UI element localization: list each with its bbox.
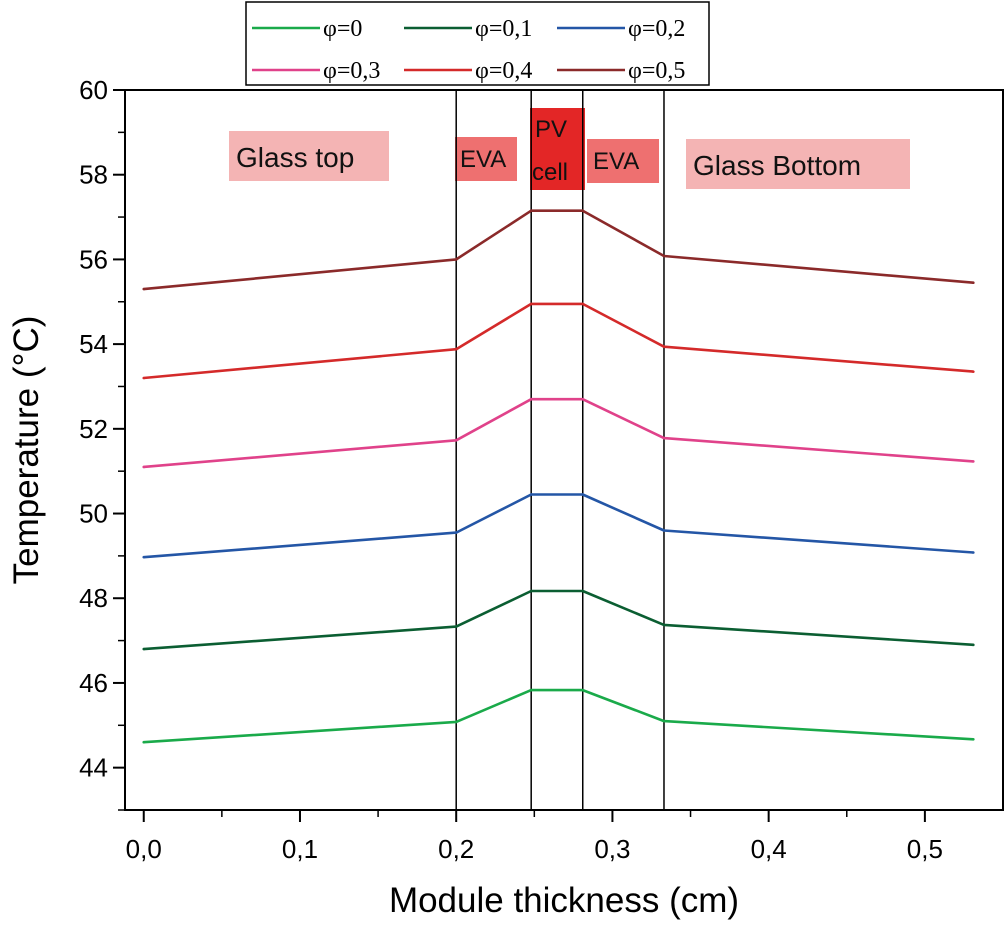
y-axis: 44 46 48 50 52 54 56 58 60 <box>79 75 125 811</box>
data-point-4-0 <box>142 376 146 380</box>
y-axis-title: Temperature (°C) <box>7 316 46 585</box>
legend-label-5: φ=0,5 <box>628 58 685 84</box>
data-point-3-0 <box>142 465 146 469</box>
legend-label-1: φ=0,1 <box>475 16 532 42</box>
data-point-5-2 <box>529 209 533 213</box>
data-point-5-1 <box>454 258 458 261</box>
series-line-5 <box>143 209 974 291</box>
plot-area-frame <box>124 89 1004 811</box>
data-point-0-5 <box>972 737 975 741</box>
data-point-2-3 <box>581 493 585 496</box>
legend-label-2: φ=0,2 <box>628 16 685 42</box>
series-line-4 <box>143 302 974 380</box>
y-tick-label-8: 60 <box>79 75 108 105</box>
data-point-2-2 <box>529 493 533 496</box>
data-point-0-1 <box>454 720 458 724</box>
data-point-1-2 <box>529 589 533 593</box>
data-point-5-4 <box>662 254 666 258</box>
y-tick-label-3: 50 <box>79 499 108 529</box>
y-tick-label-0: 44 <box>79 753 108 783</box>
y-tick-label-4: 52 <box>79 414 108 444</box>
x-tick-label-0: 0,0 <box>126 834 162 864</box>
data-point-3-1 <box>454 438 458 442</box>
data-point-1-1 <box>454 625 458 628</box>
region-label-glass-top: Glass top <box>236 142 354 173</box>
series-line-3 <box>143 397 974 469</box>
legend: φ=0 φ=0,1 φ=0,2 φ=0,3 φ=0,4 φ=0,5 <box>245 1 710 86</box>
legend-label-4: φ=0,4 <box>475 58 532 84</box>
data-point-4-1 <box>454 347 458 351</box>
data-point-0-2 <box>529 688 533 692</box>
y-tick-label-2: 48 <box>79 583 108 613</box>
region-label-pv: PV <box>535 116 567 143</box>
region-bg-eva-left <box>455 137 517 181</box>
data-point-1-0 <box>142 647 146 651</box>
x-tick-label-1: 0,1 <box>282 834 318 864</box>
region-bg-glass-top <box>229 131 389 181</box>
series-line-2 <box>143 493 974 559</box>
x-tick-label-2: 0,2 <box>438 834 474 864</box>
series-line-0 <box>143 688 974 744</box>
data-point-3-3 <box>581 397 585 401</box>
data-point-4-3 <box>581 302 585 306</box>
data-point-3-2 <box>529 397 533 401</box>
data-point-4-2 <box>529 302 533 306</box>
data-point-4-5 <box>972 370 975 373</box>
y-tick-label-1: 46 <box>79 668 108 698</box>
region-labels: Glass top EVA PV cell EVA Glass Bottom <box>229 108 910 190</box>
x-tick-label-5: 0,5 <box>907 834 943 864</box>
region-bg-eva-right <box>587 139 659 183</box>
data-point-1-4 <box>662 623 666 627</box>
x-axis: 0,0 0,1 0,2 0,3 0,4 0,5 <box>126 810 943 864</box>
data-point-4-4 <box>662 345 666 348</box>
region-label-eva-left: EVA <box>460 146 506 173</box>
series-lines <box>142 209 975 744</box>
data-point-2-0 <box>142 555 146 559</box>
x-tick-label-3: 0,3 <box>594 834 630 864</box>
data-point-0-3 <box>581 688 585 692</box>
legend-label-0: φ=0 <box>323 16 362 42</box>
legend-box <box>245 1 710 86</box>
y-tick-label-7: 58 <box>79 160 108 190</box>
region-label-cell: cell <box>532 159 568 186</box>
x-axis-title: Module thickness (cm) <box>389 881 739 920</box>
region-label-glass-bottom: Glass Bottom <box>693 150 861 181</box>
data-point-2-1 <box>454 531 458 534</box>
y-tick-label-5: 54 <box>79 329 108 359</box>
data-point-0-0 <box>142 740 146 744</box>
data-point-5-3 <box>581 209 585 213</box>
data-point-2-4 <box>662 529 666 532</box>
data-point-5-0 <box>142 287 146 291</box>
data-point-5-5 <box>972 281 975 285</box>
y-tick-label-6: 56 <box>79 244 108 274</box>
region-bg-glass-bottom <box>686 139 910 189</box>
legend-label-3: φ=0,3 <box>323 58 380 84</box>
x-tick-label-4: 0,4 <box>751 834 787 864</box>
data-point-1-5 <box>972 643 975 647</box>
data-point-3-4 <box>662 436 666 440</box>
data-point-0-4 <box>662 719 666 723</box>
region-bg-pv-cell <box>530 108 585 190</box>
series-line-1 <box>143 589 974 651</box>
data-point-3-5 <box>972 460 975 463</box>
region-label-eva-right: EVA <box>593 148 639 175</box>
data-point-2-5 <box>972 551 975 554</box>
data-point-1-3 <box>581 589 585 593</box>
